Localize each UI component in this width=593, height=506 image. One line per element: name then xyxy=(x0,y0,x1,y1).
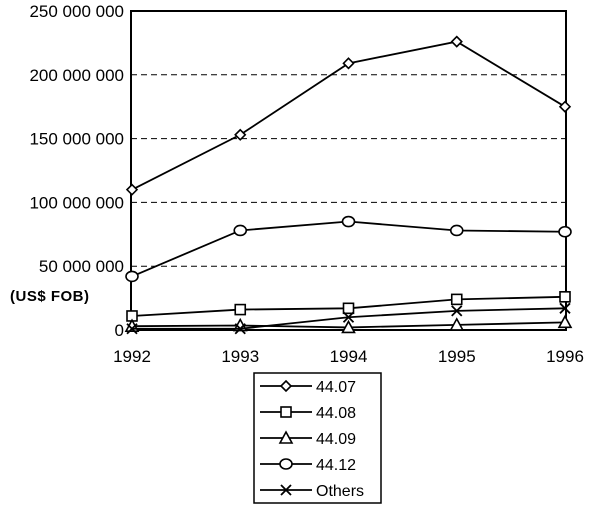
legend-marker xyxy=(280,484,292,496)
data-point-triangle xyxy=(341,319,356,334)
legend-marker xyxy=(278,430,294,444)
data-point-square xyxy=(342,302,355,315)
legend-item: Others xyxy=(260,483,364,500)
series-others xyxy=(126,302,571,335)
legend-item: 44.12 xyxy=(260,457,356,474)
x-axis-ticks: 1992 1993 1994 1995 1996 xyxy=(113,347,584,366)
data-point-x xyxy=(234,323,246,335)
y-axis-ticks: 0 50 000 000 100 000 000 150 000 000 200 000… xyxy=(29,2,124,340)
x-tick-label: 1992 xyxy=(113,347,151,366)
y-tick-label: 0 xyxy=(115,321,124,340)
y-tick-label: 50 000 000 xyxy=(39,257,124,276)
data-point-triangle xyxy=(557,314,573,329)
legend-label: 44.09 xyxy=(316,431,356,448)
y-tick-label: 100 000 000 xyxy=(29,193,124,212)
data-point-diamond xyxy=(125,183,139,196)
x-tick-label: 1993 xyxy=(221,347,259,366)
x-tick-label: 1995 xyxy=(438,347,476,366)
series-line xyxy=(131,220,566,278)
y-tick-label: 150 000 000 xyxy=(29,130,124,149)
data-point-x xyxy=(559,302,571,314)
legend-label: Others xyxy=(316,483,364,500)
data-point-circle xyxy=(125,270,139,283)
x-tick-label: 1994 xyxy=(330,347,368,366)
data-point-x xyxy=(126,323,138,335)
data-point-circle xyxy=(233,224,248,237)
data-point-triangle xyxy=(449,317,465,331)
data-point-square xyxy=(559,291,571,303)
data-point-circle xyxy=(449,224,464,237)
data-point-x xyxy=(451,305,463,317)
series-44-08 xyxy=(126,291,571,322)
data-point-square xyxy=(234,303,247,316)
gridlines xyxy=(131,74,566,267)
legend-item: 44.07 xyxy=(260,379,356,396)
legend-label: 44.12 xyxy=(316,457,356,474)
legend-label: 44.07 xyxy=(316,379,356,396)
y-tick-label: 200 000 000 xyxy=(29,66,124,85)
legend: 44.07 44.08 44.09 44.12 Others xyxy=(253,372,382,504)
data-point-x xyxy=(342,311,355,323)
series-44-07 xyxy=(125,35,572,196)
data-point-diamond xyxy=(234,128,247,141)
data-point-diamond xyxy=(342,57,355,70)
data-point-square xyxy=(450,293,463,306)
legend-item: 44.08 xyxy=(260,405,356,422)
data-point-diamond xyxy=(558,100,572,113)
legend-label: 44.08 xyxy=(316,405,356,422)
legend-marker xyxy=(279,458,293,470)
legend-item: 44.09 xyxy=(260,430,356,448)
data-point-circle xyxy=(558,225,572,238)
unit-label: (US$ FOB) xyxy=(10,288,90,305)
data-point-diamond xyxy=(450,35,463,48)
x-tick-label: 1996 xyxy=(546,347,584,366)
series-group xyxy=(124,35,573,335)
data-point-circle xyxy=(341,215,356,228)
y-tick-label: 250 000 000 xyxy=(29,2,124,21)
series-44-12 xyxy=(125,215,572,283)
legend-marker xyxy=(280,406,292,418)
legend-marker xyxy=(279,379,293,393)
